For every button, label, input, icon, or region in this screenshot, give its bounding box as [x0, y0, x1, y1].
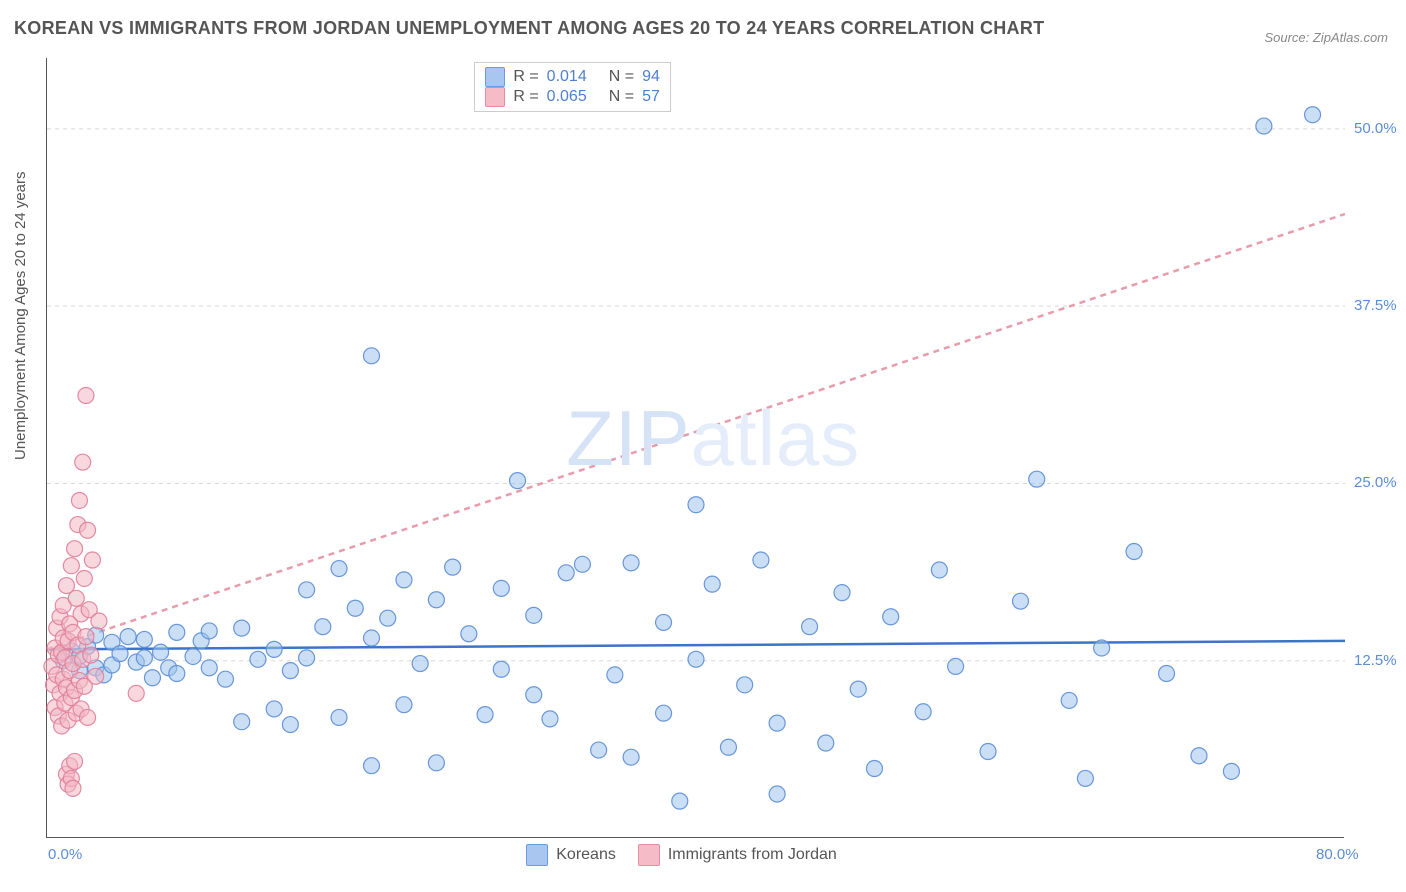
y-tick-label: 12.5%: [1354, 652, 1397, 669]
chart-container: KOREAN VS IMMIGRANTS FROM JORDAN UNEMPLO…: [0, 0, 1406, 892]
y-tick-label: 37.5%: [1354, 297, 1397, 314]
n-value: 57: [642, 88, 660, 106]
legend-swatch: [526, 844, 548, 866]
chart-svg: [47, 58, 1345, 838]
r-value: 0.014: [547, 68, 587, 86]
x-max-label: 80.0%: [1316, 846, 1359, 863]
correlation-legend-row: R = 0.065 N = 57: [485, 87, 660, 107]
x-min-label: 0.0%: [48, 846, 82, 863]
series-legend-label: Koreans: [556, 846, 616, 864]
chart-title: KOREAN VS IMMIGRANTS FROM JORDAN UNEMPLO…: [14, 18, 1044, 39]
source-attribution: Source: ZipAtlas.com: [1264, 30, 1388, 45]
n-value: 94: [642, 68, 660, 86]
y-axis-label: Unemployment Among Ages 20 to 24 years: [12, 171, 29, 460]
correlation-legend-row: R = 0.014 N = 94: [485, 67, 660, 87]
r-label: R =: [513, 68, 538, 86]
correlation-legend: R = 0.014 N = 94 R = 0.065 N = 57: [474, 62, 671, 112]
n-label: N =: [609, 88, 634, 106]
legend-swatch: [485, 67, 505, 87]
series-legend-item: Immigrants from Jordan: [638, 844, 837, 866]
r-value: 0.065: [547, 88, 587, 106]
n-label: N =: [609, 68, 634, 86]
legend-swatch: [485, 87, 505, 107]
series-legend-label: Immigrants from Jordan: [668, 846, 837, 864]
y-tick-label: 25.0%: [1354, 474, 1397, 491]
legend-swatch: [638, 844, 660, 866]
r-label: R =: [513, 88, 538, 106]
plot-area: ZIPatlas: [46, 58, 1344, 838]
series-legend-item: Koreans: [526, 844, 616, 866]
y-tick-label: 50.0%: [1354, 120, 1397, 137]
series-legend: Koreans Immigrants from Jordan: [526, 844, 837, 866]
